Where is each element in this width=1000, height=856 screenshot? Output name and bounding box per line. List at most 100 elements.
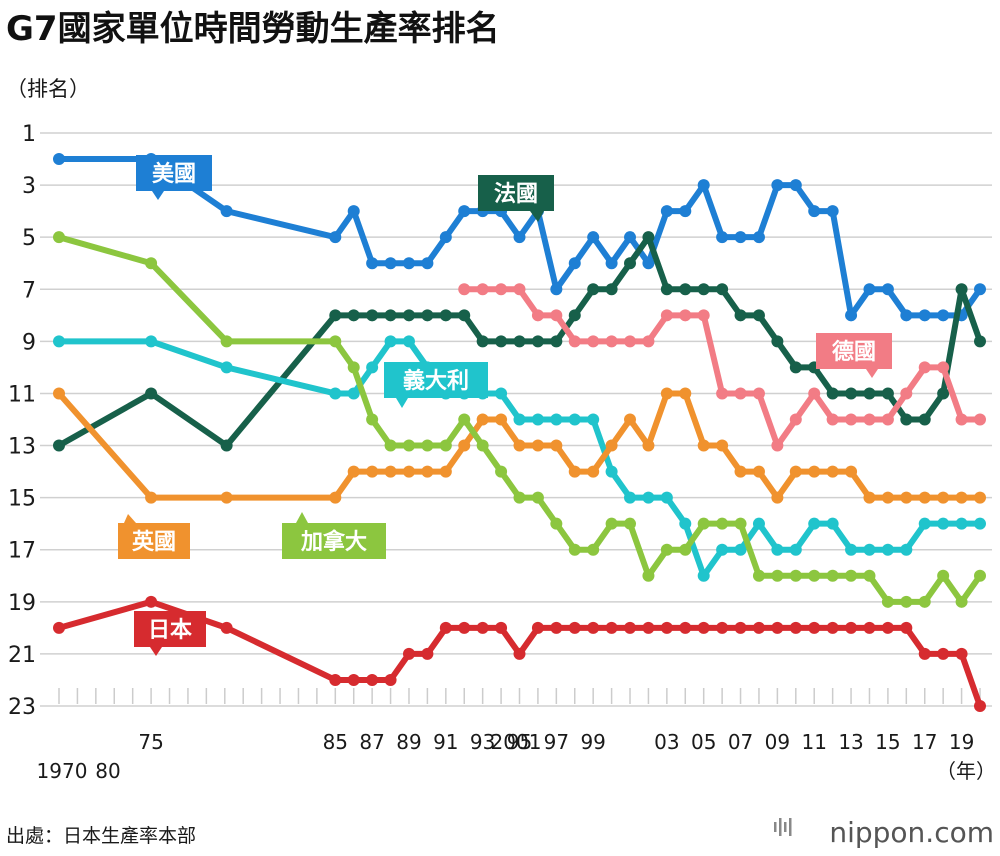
data-point xyxy=(513,491,526,504)
data-point xyxy=(771,569,784,582)
x-tick-label: 93 xyxy=(470,730,495,754)
y-tick-label: 9 xyxy=(22,330,36,355)
data-point xyxy=(587,335,600,348)
series-label-box xyxy=(282,523,386,559)
data-point xyxy=(918,647,931,660)
data-point xyxy=(624,491,637,504)
data-point xyxy=(531,439,544,452)
data-point xyxy=(955,595,968,608)
data-point xyxy=(900,543,913,556)
data-point xyxy=(863,621,876,634)
data-point xyxy=(679,309,692,322)
data-point xyxy=(974,491,986,504)
y-tick-label: 19 xyxy=(8,591,36,616)
data-point xyxy=(845,387,858,400)
data-point xyxy=(845,543,858,556)
data-point xyxy=(734,621,747,634)
data-point xyxy=(605,465,618,478)
data-point xyxy=(660,205,673,218)
data-point xyxy=(918,413,931,426)
series-label-box xyxy=(134,611,206,647)
data-point xyxy=(220,621,233,634)
data-point xyxy=(402,257,415,270)
x-tick-label: 91 xyxy=(433,730,458,754)
y-tick-label: 1 xyxy=(22,122,36,147)
data-point xyxy=(734,543,747,556)
data-point xyxy=(476,335,489,348)
chart-title: G7國家單位時間勞動生產率排名 xyxy=(6,9,500,49)
data-point xyxy=(531,309,544,322)
data-point xyxy=(697,309,710,322)
series-label: 義大利 xyxy=(384,362,488,408)
data-point xyxy=(974,517,986,530)
y-tick-label: 13 xyxy=(8,435,36,460)
data-point xyxy=(845,569,858,582)
data-point xyxy=(808,465,821,478)
series-1 xyxy=(53,231,986,452)
series-label-pointer xyxy=(866,369,878,378)
series-label-text: 日本 xyxy=(148,618,192,643)
data-point xyxy=(937,309,950,322)
y-tick-label: 21 xyxy=(8,643,36,668)
data-point xyxy=(808,517,821,530)
data-point xyxy=(881,621,894,634)
x-tick-label: 09 xyxy=(765,730,790,754)
data-point xyxy=(734,231,747,244)
data-point xyxy=(881,413,894,426)
data-point xyxy=(568,335,581,348)
data-point xyxy=(789,543,802,556)
data-point xyxy=(826,205,839,218)
data-point xyxy=(421,439,434,452)
data-point xyxy=(679,283,692,296)
series-label-text: 法國 xyxy=(494,182,538,207)
series-label-pointer xyxy=(396,398,408,408)
data-point xyxy=(53,231,65,244)
x-tick-label: 80 xyxy=(95,759,120,783)
data-point xyxy=(568,621,581,634)
data-point xyxy=(495,335,508,348)
data-point xyxy=(918,517,931,530)
data-point xyxy=(458,309,471,322)
data-point xyxy=(826,569,839,582)
data-point xyxy=(587,413,600,426)
data-point xyxy=(974,569,986,582)
data-point xyxy=(642,491,655,504)
data-point xyxy=(550,283,563,296)
data-point xyxy=(550,439,563,452)
data-point xyxy=(402,439,415,452)
data-point xyxy=(402,309,415,322)
series-label: 美國 xyxy=(136,155,212,200)
y-tick-label: 15 xyxy=(8,487,36,512)
data-point xyxy=(366,361,379,374)
data-point xyxy=(568,413,581,426)
data-point xyxy=(845,309,858,322)
y-tick-label: 17 xyxy=(8,539,36,564)
data-point xyxy=(660,283,673,296)
data-point xyxy=(679,387,692,400)
data-point xyxy=(863,387,876,400)
data-point xyxy=(845,413,858,426)
data-point xyxy=(863,543,876,556)
data-point xyxy=(550,517,563,530)
data-point xyxy=(495,465,508,478)
data-point xyxy=(513,283,526,296)
data-point xyxy=(937,491,950,504)
data-point xyxy=(642,257,655,270)
data-point xyxy=(495,283,508,296)
data-point xyxy=(605,335,618,348)
data-point xyxy=(642,335,655,348)
data-point xyxy=(587,231,600,244)
data-point xyxy=(863,413,876,426)
data-point xyxy=(937,647,950,660)
x-tick-label: 99 xyxy=(580,730,605,754)
data-point xyxy=(900,621,913,634)
data-point xyxy=(439,231,452,244)
x-tick-label: 87 xyxy=(359,730,384,754)
data-point xyxy=(513,647,526,660)
data-point xyxy=(531,335,544,348)
data-point xyxy=(955,413,968,426)
data-point xyxy=(624,231,637,244)
data-point xyxy=(826,621,839,634)
series-label-pointer xyxy=(150,647,162,656)
